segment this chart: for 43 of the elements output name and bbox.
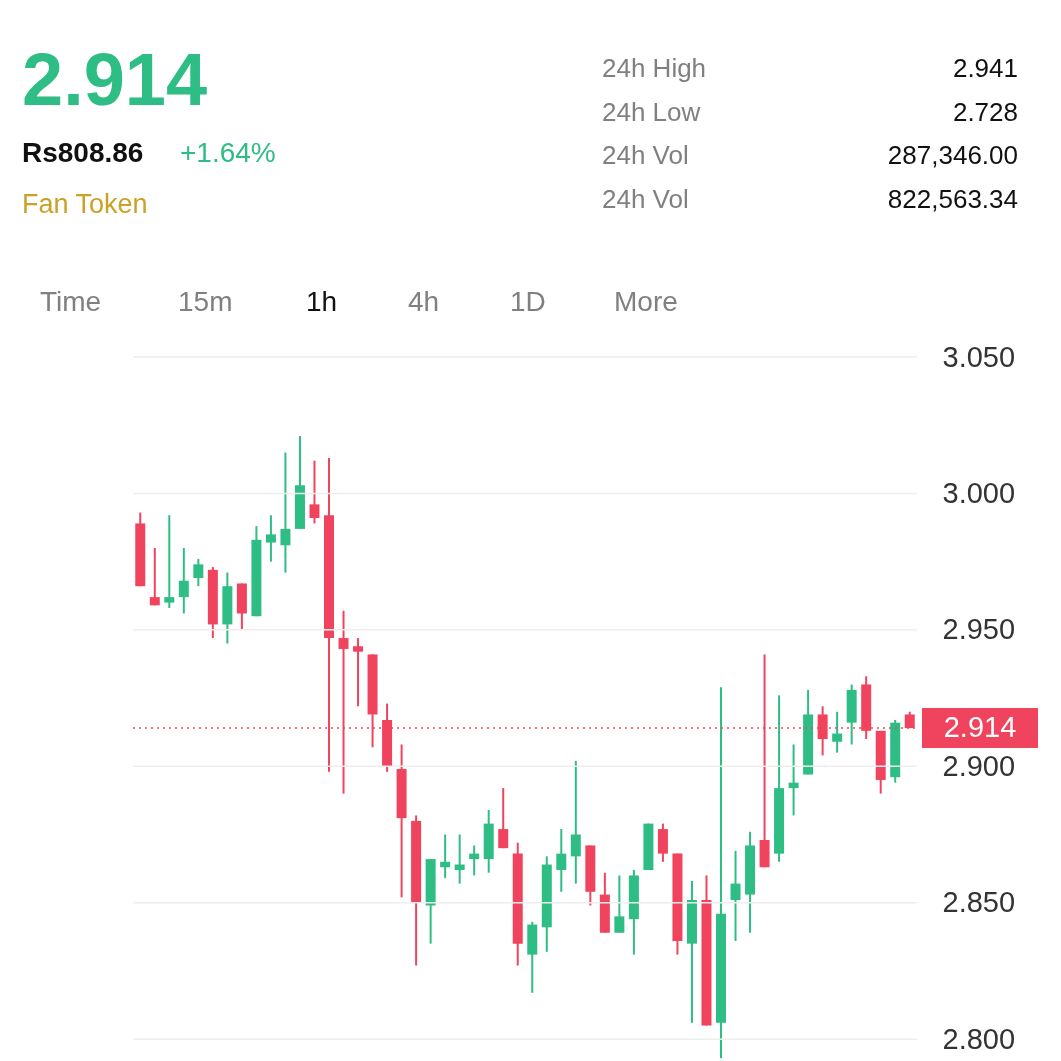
text: 2.941: [952, 53, 1018, 83]
candlestick: [193, 557, 204, 588]
text: 1h: [306, 286, 338, 317]
candlestick: [614, 874, 625, 934]
candlestick: [469, 844, 480, 877]
text: 24h High: [602, 53, 707, 83]
ref-line-label: 2.914: [943, 711, 1017, 744]
text: 24h Vol: [602, 184, 689, 214]
text: +1.64%: [180, 137, 276, 168]
text: 822,563.34: [887, 184, 1018, 214]
candlestick: [498, 787, 509, 850]
text: 15m: [178, 286, 233, 317]
candlestick: [570, 759, 581, 885]
candlestick: [730, 849, 741, 942]
candlestick: [353, 637, 364, 708]
candlestick: [832, 710, 843, 754]
text: 2.914: [22, 38, 208, 121]
candlestick: [178, 547, 189, 615]
y-tick-label: 2.900: [942, 749, 1016, 782]
text: 24h Vol: [602, 140, 689, 170]
y-tick-label: 2.800: [942, 1022, 1016, 1055]
candlestick: [164, 514, 175, 610]
candlestick: [788, 743, 799, 817]
candlestick: [440, 833, 451, 880]
candlestick: [556, 828, 567, 893]
text: 2.728: [952, 97, 1018, 127]
y-tick-label: 3.050: [942, 340, 1016, 373]
candlestick: [454, 833, 465, 885]
candlestick: [149, 547, 160, 607]
text: Fan Token: [22, 189, 148, 219]
candlestick: [265, 514, 276, 563]
y-tick-label: 2.950: [942, 613, 1016, 646]
text: 287,346.00: [887, 140, 1018, 170]
text: More: [614, 286, 678, 317]
text: 4h: [408, 286, 440, 317]
y-tick-label: 3.000: [942, 476, 1016, 509]
text: Rs808.86: [22, 137, 144, 168]
candlestick: [309, 459, 320, 525]
text: 1D: [510, 286, 546, 317]
candlestick: [280, 451, 291, 574]
y-tick-label: 2.850: [942, 886, 1016, 919]
text: 24h Low: [602, 97, 701, 127]
text: Time: [40, 286, 102, 317]
